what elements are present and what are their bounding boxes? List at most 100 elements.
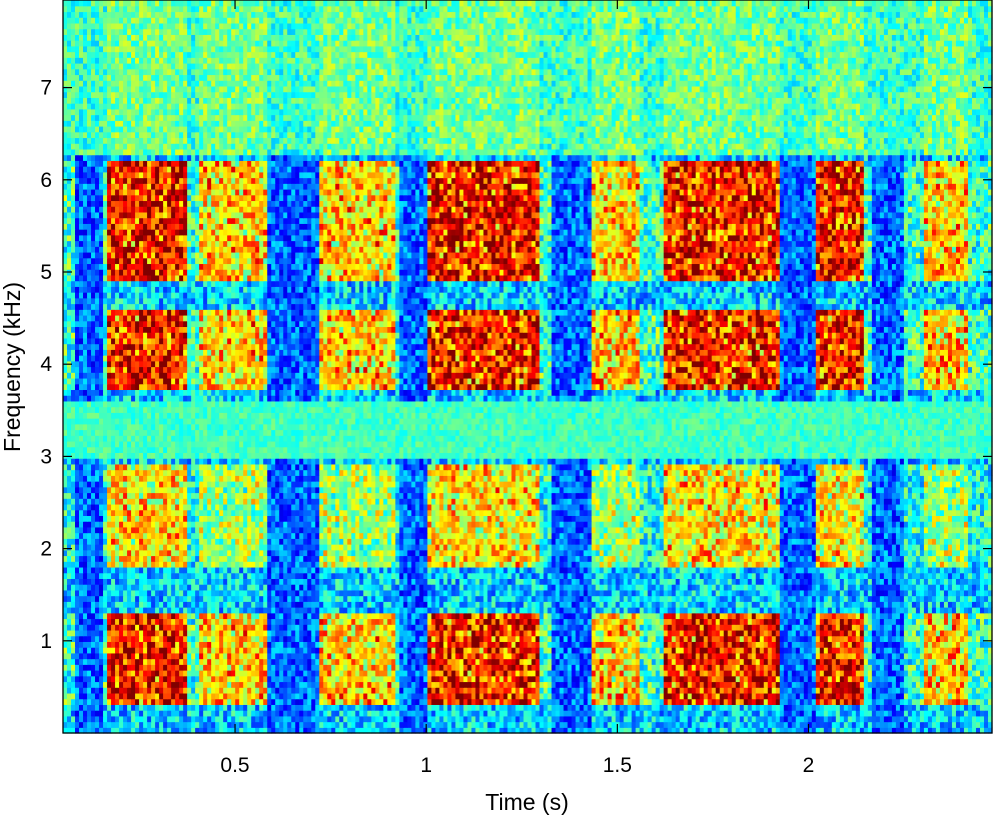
spectrogram-cell — [692, 670, 697, 676]
spectrogram-cell — [704, 681, 709, 687]
spectrogram-cell — [103, 681, 108, 687]
spectrogram-cell — [524, 722, 529, 728]
spectrogram-cell — [724, 664, 729, 670]
spectrogram-cell — [772, 681, 777, 687]
spectrogram-cell — [572, 704, 577, 710]
spectrogram-cell — [628, 676, 633, 682]
spectrogram-cell — [704, 699, 709, 705]
spectrogram-cell — [884, 710, 889, 716]
spectrogram-cell — [888, 722, 893, 728]
spectrogram-cell — [139, 693, 144, 699]
spectrogram-cell — [355, 710, 360, 716]
spectrogram-cell — [451, 716, 456, 722]
spectrogram-cell — [944, 670, 949, 676]
spectrogram-cell — [99, 710, 104, 716]
spectrogram-cell — [760, 681, 765, 687]
spectrogram-cell — [103, 693, 108, 699]
spectrogram-cell — [896, 699, 901, 705]
spectrogram-cell — [540, 681, 545, 687]
spectrogram-cell — [584, 722, 589, 728]
spectrogram-cell — [876, 670, 881, 676]
spectrogram-cell — [423, 704, 428, 710]
spectrogram-cell — [183, 670, 188, 676]
spectrogram-cell — [612, 670, 617, 676]
spectrogram-cell — [511, 664, 516, 670]
spectrogram-cell — [780, 693, 785, 699]
spectrogram-cell — [920, 676, 925, 682]
spectrogram-cell — [676, 664, 681, 670]
spectrogram-cell — [343, 676, 348, 682]
spectrogram-cell — [203, 722, 208, 728]
spectrogram-cell — [439, 722, 444, 728]
spectrogram-cell — [119, 722, 124, 728]
spectrogram-cell — [728, 681, 733, 687]
spectrogram-cell — [483, 699, 488, 705]
spectrogram-cell — [528, 722, 533, 728]
spectrogram-cell — [960, 716, 965, 722]
spectrogram-cell — [203, 699, 208, 705]
spectrogram-cell — [592, 722, 597, 728]
spectrogram-cell — [227, 687, 232, 693]
spectrogram-cell — [131, 676, 136, 682]
spectrogram-cell — [319, 681, 324, 687]
spectrogram-cell — [732, 676, 737, 682]
spectrogram-cell — [139, 710, 144, 716]
spectrogram-cell — [423, 710, 428, 716]
spectrogram-cell — [744, 693, 749, 699]
spectrogram-cell — [908, 681, 913, 687]
spectrogram-cell — [175, 704, 180, 710]
spectrogram-cell — [772, 664, 777, 670]
spectrogram-cell — [868, 687, 873, 693]
spectrogram-cell — [279, 664, 284, 670]
spectrogram-cell — [696, 710, 701, 716]
spectrogram-cell — [776, 681, 781, 687]
spectrogram-cell — [596, 681, 601, 687]
spectrogram-cell — [796, 693, 801, 699]
spectrogram-heatmap — [63, 0, 993, 734]
spectrogram-cell — [139, 699, 144, 705]
spectrogram-cell — [183, 704, 188, 710]
spectrogram-cell — [820, 687, 825, 693]
spectrogram-cell — [664, 681, 669, 687]
spectrogram-cell — [568, 670, 573, 676]
spectrogram-cell — [636, 704, 641, 710]
spectrogram-cell — [407, 699, 412, 705]
spectrogram-cell — [155, 687, 160, 693]
spectrogram-cell — [844, 704, 849, 710]
spectrogram-cell — [696, 722, 701, 728]
spectrogram-cell — [463, 664, 468, 670]
spectrogram-cell — [800, 670, 805, 676]
spectrogram-cell — [131, 716, 136, 722]
spectrogram-cell — [916, 699, 921, 705]
spectrogram-cell — [572, 722, 577, 728]
spectrogram-cell — [223, 704, 228, 710]
spectrogram-cell — [788, 704, 793, 710]
spectrogram-cell — [896, 687, 901, 693]
spectrogram-cell — [788, 716, 793, 722]
spectrogram-cell — [840, 716, 845, 722]
spectrogram-cell — [728, 664, 733, 670]
spectrogram-cell — [600, 670, 605, 676]
spectrogram-cell — [119, 716, 124, 722]
spectrogram-cell — [339, 693, 344, 699]
spectrogram-cell — [387, 670, 392, 676]
spectrogram-cell — [487, 722, 492, 728]
spectrogram-cell — [487, 704, 492, 710]
spectrogram-cell — [343, 704, 348, 710]
spectrogram-cell — [616, 676, 621, 682]
spectrogram-cell — [111, 664, 116, 670]
spectrogram-cell — [624, 676, 629, 682]
spectrogram-cell — [760, 710, 765, 716]
spectrogram-cell — [511, 710, 516, 716]
spectrogram-cell — [560, 670, 565, 676]
spectrogram-cell — [648, 670, 653, 676]
spectrogram-cell — [576, 699, 581, 705]
spectrogram-cell — [227, 670, 232, 676]
spectrogram-cell — [107, 699, 112, 705]
spectrogram-cell — [83, 710, 88, 716]
spectrogram-cell — [916, 676, 921, 682]
spectrogram-cell — [868, 716, 873, 722]
spectrogram-cell — [447, 704, 452, 710]
spectrogram-cell — [471, 670, 476, 676]
spectrogram-cell — [67, 716, 72, 722]
